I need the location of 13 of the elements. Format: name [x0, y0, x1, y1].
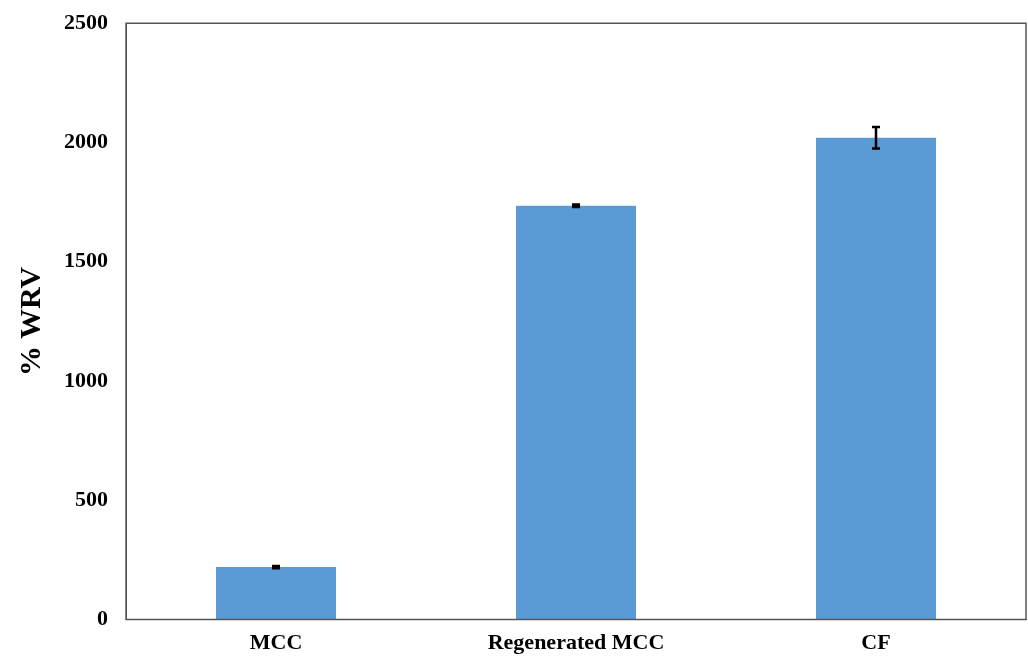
y-tick-label: 0: [97, 605, 108, 631]
y-tick-label: 2500: [64, 8, 108, 34]
bar: [516, 205, 636, 620]
bar: [216, 567, 336, 620]
y-tick-label: 2000: [64, 128, 108, 154]
y-tick-label: 1000: [64, 366, 108, 392]
x-tick-label: Regenerated MCC: [487, 629, 665, 655]
x-tick-label: MCC: [249, 629, 303, 655]
x-tick-label: CF: [861, 629, 891, 655]
y-tick-label: 1500: [64, 247, 108, 273]
bar: [816, 137, 936, 620]
y-tick-label: 500: [75, 486, 108, 512]
y-axis-title: % WRV: [12, 266, 46, 377]
